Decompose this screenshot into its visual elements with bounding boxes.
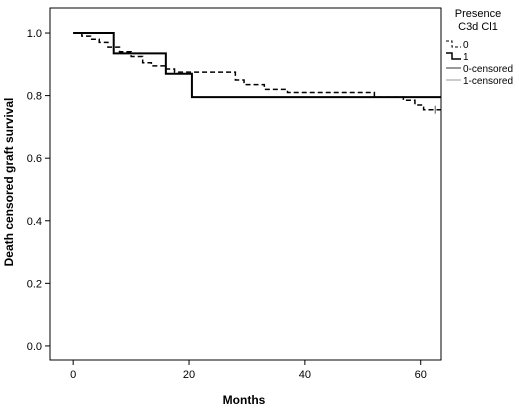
legend-swatch-0 (446, 40, 461, 48)
y-tick-label-0.2: 0.2 (27, 278, 42, 290)
legend-label-0: 0 (463, 40, 469, 51)
legend-label-1: 1 (463, 52, 469, 63)
y-tick-label-0.6: 0.6 (27, 153, 42, 165)
x-axis-title: Months (223, 393, 266, 407)
series-layer (73, 32, 441, 111)
plot-border (49, 7, 442, 361)
series-1-line (73, 32, 441, 99)
plot-area (49, 7, 442, 361)
series-0-line (73, 32, 441, 111)
y-tick-label-0.0: 0.0 (27, 341, 42, 353)
x-tick-label-40: 40 (299, 369, 311, 381)
legend-title-line1: Presence (455, 8, 501, 20)
y-tick-label-0.8: 0.8 (27, 91, 42, 103)
legend-label-1-censored: 1-censored (463, 76, 513, 87)
y-axis: 0.0 0.2 0.4 0.6 0.8 1.0 (27, 28, 50, 353)
legend-swatch-1 (446, 52, 461, 60)
y-axis-title: Death censored graft survival (2, 98, 16, 267)
y-tick-label-1.0: 1.0 (27, 28, 42, 40)
legend-label-0-censored: 0-censored (463, 64, 513, 75)
x-tick-label-60: 60 (415, 369, 427, 381)
x-tick-label-0: 0 (70, 369, 76, 381)
x-axis: 0 20 40 60 (70, 360, 427, 381)
y-tick-label-0.4: 0.4 (27, 216, 42, 228)
legend-title-line2: C3d Cl1 (458, 21, 498, 33)
x-tick-label-20: 20 (183, 369, 195, 381)
